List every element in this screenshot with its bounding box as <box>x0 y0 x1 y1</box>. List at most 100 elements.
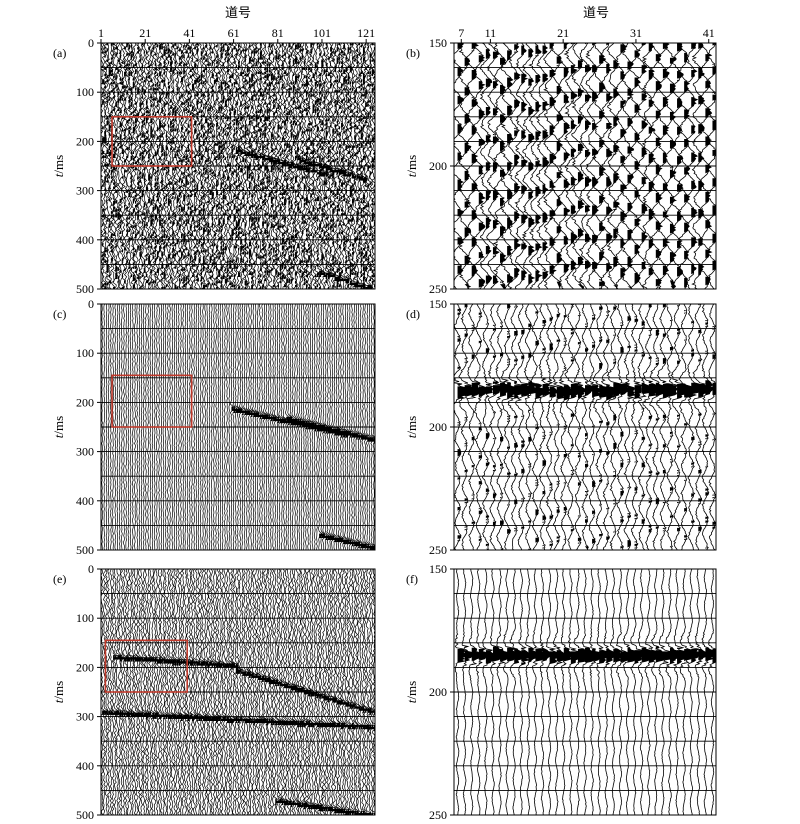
trace-fill <box>202 143 205 146</box>
trace-fill <box>196 188 198 191</box>
trace-line <box>137 569 143 815</box>
trace-fill <box>145 186 148 189</box>
trace-fill <box>238 67 240 70</box>
trace-fill <box>159 98 161 101</box>
trace-fill <box>606 483 609 485</box>
trace-fill <box>286 163 290 167</box>
trace-fill <box>119 200 121 204</box>
trace-fill <box>627 487 631 489</box>
plot-frame <box>100 303 376 551</box>
trace-fill <box>172 254 175 257</box>
trace-fill <box>471 125 477 136</box>
trace-fill <box>238 49 240 52</box>
trace-fill <box>297 245 300 249</box>
trace-line <box>199 304 202 550</box>
trace-fill <box>233 215 236 218</box>
trace-fill <box>321 137 323 140</box>
trace-line <box>101 569 105 815</box>
trace-fill <box>270 166 273 169</box>
trace-fill <box>268 159 272 163</box>
trace-line <box>229 304 235 550</box>
trace-fill <box>330 427 332 430</box>
trace-fill <box>104 237 107 241</box>
trace-fill <box>235 196 238 200</box>
trace-fill <box>354 182 356 185</box>
trace-fill <box>360 135 363 138</box>
trace-line <box>289 304 295 550</box>
trace-fill <box>187 174 190 177</box>
trace-fill <box>216 55 218 58</box>
trace-fill <box>336 161 338 165</box>
trace-fill <box>319 120 321 124</box>
trace-fill <box>152 198 154 202</box>
trace-fill <box>312 166 314 169</box>
trace-fill <box>299 424 302 428</box>
trace-fill <box>156 219 159 222</box>
trace-fill <box>270 157 274 161</box>
trace-fill <box>181 180 184 183</box>
trace-fill <box>248 120 251 124</box>
trace-fill <box>137 186 139 189</box>
trace-line <box>287 304 292 550</box>
trace-fill <box>535 479 538 482</box>
trace-fill <box>345 217 348 220</box>
trace-fill <box>327 141 330 144</box>
trace-fill <box>648 126 656 135</box>
trace-fill <box>281 184 284 187</box>
trace-fill <box>330 204 332 208</box>
trace-fill <box>360 221 363 224</box>
trace-fill <box>119 270 121 273</box>
trace-fill <box>457 95 464 105</box>
trace-fill <box>310 122 312 126</box>
trace-fill <box>227 116 229 120</box>
trace-fill <box>712 150 716 157</box>
trace-fill <box>137 88 139 91</box>
trace-fill <box>200 157 203 161</box>
trace-fill <box>299 127 301 130</box>
trace-fill <box>360 274 363 277</box>
trace-fill <box>104 141 107 144</box>
trace-fill <box>585 348 589 352</box>
trace-fill <box>521 215 528 224</box>
trace-fill <box>220 192 223 195</box>
trace-fill <box>205 229 207 232</box>
trace-fill <box>170 69 172 72</box>
trace-fill <box>277 135 280 138</box>
trace-fill <box>365 43 367 46</box>
trace-fill <box>314 65 317 68</box>
trace-fill <box>613 306 617 311</box>
trace-fill <box>240 73 243 77</box>
trace-fill <box>102 155 105 159</box>
trace-fill <box>599 167 606 176</box>
trace-fill <box>301 57 303 60</box>
trace-fill <box>297 43 299 46</box>
trace-fill <box>185 51 188 54</box>
trace-fill <box>549 265 556 275</box>
trace-fill <box>150 270 153 273</box>
trace-fill <box>108 127 110 130</box>
trace-fill <box>218 280 221 284</box>
trace-fill <box>360 264 363 267</box>
trace-fill <box>369 264 372 267</box>
trace-fill <box>336 276 341 280</box>
trace-fill <box>286 184 289 187</box>
trace-fill <box>191 159 194 163</box>
trace-fill <box>213 59 216 62</box>
trace-fill <box>233 155 235 159</box>
trace-fill <box>360 543 364 547</box>
trace-fill <box>220 86 223 89</box>
trace-fill <box>351 433 356 436</box>
trace-fill <box>202 260 205 263</box>
trace-fill <box>457 540 460 542</box>
trace-fill <box>712 413 716 415</box>
trace-fill <box>281 266 284 269</box>
trace-fill <box>556 199 562 207</box>
trace-fill <box>312 422 315 426</box>
trace-fill <box>275 237 278 241</box>
trace-fill <box>178 178 181 181</box>
trace-fill <box>240 118 242 122</box>
trace-fill <box>627 386 636 397</box>
trace-fill <box>185 182 188 185</box>
trace-line <box>228 304 231 550</box>
trace-fill <box>310 163 314 167</box>
